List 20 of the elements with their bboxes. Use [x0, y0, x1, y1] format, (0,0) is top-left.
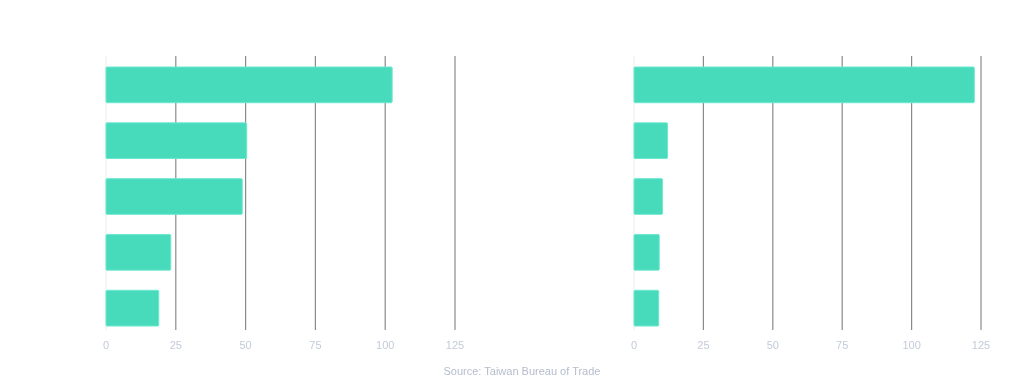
x-tick-label: 75 [836, 339, 849, 351]
x-tick-label: 100 [902, 339, 921, 351]
x-tick-label: 50 [239, 339, 252, 351]
bar [633, 178, 664, 215]
bar [633, 122, 669, 160]
bar [105, 66, 393, 104]
bar [105, 178, 243, 215]
bar [633, 66, 975, 104]
x-tick-label: 25 [169, 339, 182, 351]
bar [105, 122, 248, 160]
x-tick-label: 100 [376, 339, 395, 351]
bar [105, 289, 160, 327]
x-tick-label: 125 [445, 339, 465, 351]
x-tick-label: 25 [697, 339, 710, 351]
x-tick-label: 125 [971, 339, 991, 351]
bar [105, 233, 172, 271]
bar [633, 289, 660, 327]
x-tick-label: 75 [309, 339, 322, 351]
source-note: Source: Taiwan Bureau of Trade [443, 365, 601, 377]
bar [633, 233, 660, 271]
